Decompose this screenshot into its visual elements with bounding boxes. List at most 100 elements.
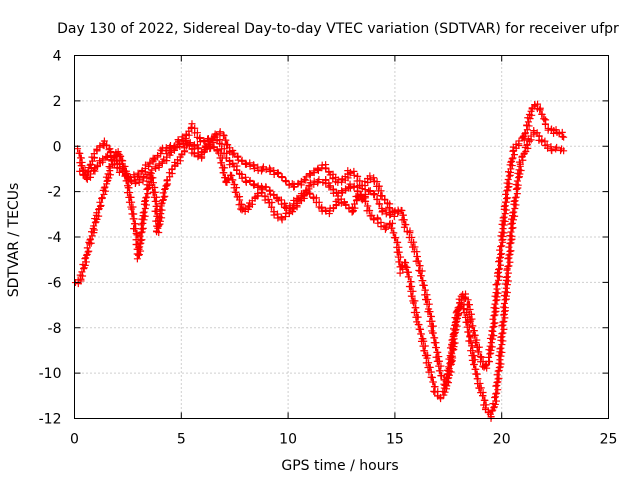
data-point <box>413 308 421 316</box>
data-point <box>77 154 85 162</box>
data-point <box>141 212 149 220</box>
data-point <box>505 262 513 270</box>
data-point <box>226 171 234 179</box>
data-point <box>497 344 505 352</box>
data-point <box>103 177 111 185</box>
data-point <box>503 266 511 274</box>
data-point <box>443 377 451 385</box>
data-point <box>119 167 127 175</box>
data-point <box>495 258 503 266</box>
data-point <box>135 251 143 259</box>
data-point <box>497 352 505 360</box>
data-point <box>485 358 493 366</box>
data-point <box>152 165 160 173</box>
data-point <box>490 319 498 327</box>
data-point <box>496 356 504 364</box>
data-point <box>250 165 258 173</box>
data-point <box>491 393 499 401</box>
data-point <box>506 240 514 248</box>
data-point <box>282 177 290 185</box>
data-point <box>513 177 521 185</box>
data-point <box>297 190 305 198</box>
data-point <box>366 212 374 220</box>
data-point <box>411 304 419 312</box>
data-point <box>437 372 445 380</box>
data-point <box>322 164 330 172</box>
data-point <box>101 183 109 191</box>
data-point <box>100 184 108 192</box>
data-point <box>305 183 313 191</box>
data-point <box>182 136 190 144</box>
data-point <box>492 390 500 398</box>
data-point <box>137 247 145 255</box>
data-point <box>391 208 399 216</box>
data-point <box>504 263 512 271</box>
data-point <box>102 141 110 149</box>
data-point <box>161 192 169 200</box>
data-point <box>366 187 374 195</box>
data-point <box>342 200 350 208</box>
data-point <box>163 177 171 185</box>
data-point <box>102 187 110 195</box>
data-point <box>507 158 515 166</box>
data-point <box>198 149 206 157</box>
data-point <box>505 172 513 180</box>
data-point <box>82 258 90 266</box>
data-point <box>98 194 106 202</box>
data-point <box>242 178 250 186</box>
data-point <box>407 292 415 300</box>
data-point <box>82 251 90 259</box>
data-point <box>433 348 441 356</box>
data-point <box>435 367 443 375</box>
data-point <box>426 363 434 371</box>
data-point <box>450 329 458 337</box>
data-point <box>478 392 486 400</box>
data-point <box>399 211 407 219</box>
data-point <box>310 169 318 177</box>
data-point <box>87 235 95 243</box>
chart-title: Day 130 of 2022, Sidereal Day-to-day VTE… <box>57 21 619 37</box>
data-point <box>373 195 381 203</box>
data-point <box>77 162 85 170</box>
data-point <box>157 200 165 208</box>
data-point <box>306 189 314 197</box>
data-point <box>482 404 490 412</box>
data-point <box>420 337 428 345</box>
data-point <box>544 144 552 152</box>
data-point <box>353 187 361 195</box>
data-point <box>128 198 136 206</box>
data-point <box>471 339 479 347</box>
data-point <box>495 266 503 274</box>
data-point <box>387 224 395 232</box>
data-point <box>414 321 422 329</box>
data-point <box>114 148 122 156</box>
data-point <box>555 129 563 137</box>
data-point <box>493 379 501 387</box>
data-point <box>502 292 510 300</box>
x-axis-label: GPS time / hours <box>281 458 398 474</box>
data-point <box>504 277 512 285</box>
data-point <box>505 243 513 251</box>
data-point <box>141 161 149 169</box>
data-point <box>242 160 250 168</box>
data-point <box>435 353 443 361</box>
data-point <box>498 348 506 356</box>
data-point <box>507 165 515 173</box>
data-point <box>521 130 529 138</box>
data-point <box>501 210 509 218</box>
data-point <box>149 154 157 162</box>
y-tick-label: -2 <box>48 185 62 201</box>
data-point <box>194 144 202 152</box>
data-point <box>494 289 502 297</box>
data-point <box>492 382 500 390</box>
data-point <box>238 156 246 164</box>
data-point <box>99 156 107 164</box>
data-point <box>261 196 269 204</box>
data-point <box>80 170 88 178</box>
data-point <box>502 273 510 281</box>
data-point <box>429 329 437 337</box>
data-point <box>404 273 412 281</box>
data-point <box>231 188 239 196</box>
y-tick-label: -6 <box>48 275 62 291</box>
data-point <box>530 130 538 138</box>
